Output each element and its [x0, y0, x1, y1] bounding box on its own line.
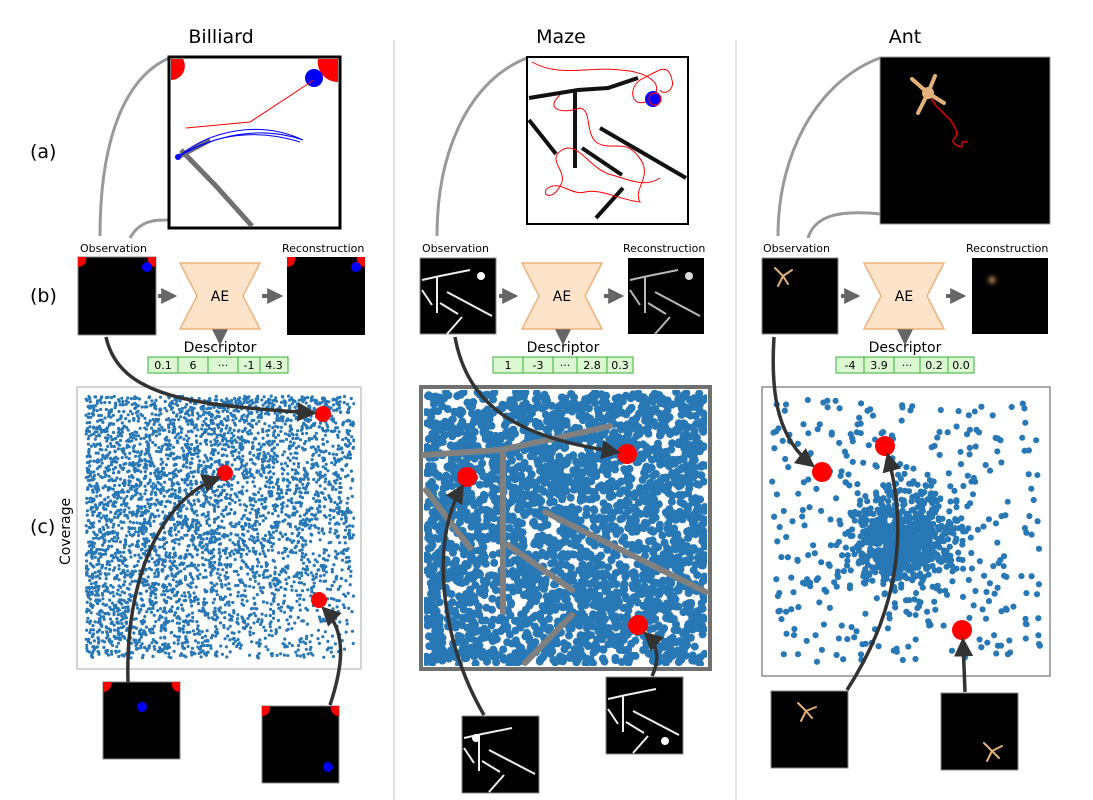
descriptor-value: -3 [533, 359, 544, 372]
descriptor-value: 0.1 [154, 359, 172, 372]
row-label-a: (a) [30, 141, 56, 163]
panel-title: Maze [536, 26, 586, 48]
descriptor-vector: 1 -3 ··· 2.8 0.3 [492, 356, 634, 374]
ae-label: AE [553, 289, 571, 305]
reconstruction-label: Reconstruction [966, 242, 1048, 255]
sample-image [770, 690, 849, 769]
sample-marker [617, 444, 637, 464]
sample-marker [457, 467, 477, 487]
row-label-b: (b) [30, 285, 57, 307]
sample-image [940, 692, 1019, 771]
descriptor-label: Descriptor [869, 340, 942, 356]
descriptor-value: 1 [505, 359, 512, 372]
observation-label: Observation [763, 242, 830, 255]
zoom-connector [128, 218, 170, 239]
sample-image [605, 676, 684, 755]
coverage-label: Coverage [58, 498, 74, 565]
sample-marker [812, 462, 832, 482]
mapping-arrow [321, 606, 343, 706]
descriptor-value: 2.8 [583, 359, 601, 372]
descriptor-value: 4.3 [265, 359, 283, 372]
descriptor-vector: 0.1 6 ··· -1 4.3 [147, 356, 289, 374]
sample-marker [952, 620, 972, 640]
zoom-connector [98, 56, 170, 237]
reconstruction-label: Reconstruction [282, 242, 364, 255]
descriptor-value: -4 [845, 359, 856, 372]
coverage-points [769, 397, 1043, 665]
row-label-c: (c) [30, 516, 55, 538]
sample-marker [628, 615, 648, 635]
descriptor-value: ··· [560, 359, 571, 372]
sample-marker [875, 436, 895, 456]
ae-box [862, 262, 946, 330]
observation-label: Observation [422, 242, 489, 255]
coverage-points [424, 390, 707, 666]
ant-zoom-view [879, 56, 1051, 225]
observation-label: Observation [80, 242, 147, 255]
mapping-arrow [441, 483, 486, 716]
billiard-zoom-view [167, 55, 342, 230]
descriptor-value: 0.0 [952, 359, 970, 372]
ae-label: AE [895, 289, 913, 305]
ant-panel: Ant Observation AE Reconstruction [761, 26, 1051, 771]
reconstruction-image [972, 258, 1048, 334]
zoom-connector [806, 211, 881, 239]
billiard-panel: Billiard Observation AE Reconstruction [76, 26, 365, 784]
mapping-arrow [643, 631, 664, 677]
sample-image [102, 681, 181, 760]
ae-box [520, 262, 604, 330]
descriptor-value: -1 [244, 359, 255, 372]
maze-zoom-view [526, 56, 689, 225]
descriptor-value: 0.2 [925, 359, 943, 372]
panel-title: Billiard [188, 26, 253, 48]
mapping-arrow [126, 474, 222, 683]
ae-box [178, 262, 262, 330]
descriptor-value: ··· [218, 359, 229, 372]
ae-label: AE [211, 289, 229, 305]
sample-marker [315, 406, 331, 422]
descriptor-value: 0.3 [611, 359, 629, 372]
descriptor-vector: -4 3.9 ··· 0.2 0.0 [835, 356, 975, 374]
descriptor-label: Descriptor [184, 340, 257, 356]
sample-marker [217, 465, 233, 481]
sample-image [461, 715, 540, 794]
coverage-points [84, 394, 355, 660]
mapping-arrow [845, 452, 902, 691]
zoom-connector [776, 56, 881, 237]
descriptor-value: 6 [190, 359, 197, 372]
sample-marker [311, 592, 327, 608]
reconstruction-label: Reconstruction [623, 242, 705, 255]
mapping-arrow [771, 336, 816, 468]
descriptor-value: 3.9 [870, 359, 888, 372]
descriptor-value: ··· [902, 359, 913, 372]
observation-image [761, 257, 839, 335]
maze-panel: Maze Observation AE R [419, 26, 712, 794]
mapping-arrow [953, 637, 974, 693]
panel-title: Ant [889, 26, 922, 48]
zoom-connector [435, 56, 528, 237]
mapping-arrow [104, 336, 317, 422]
mapping-arrow [453, 336, 621, 460]
descriptor-label: Descriptor [527, 340, 600, 356]
